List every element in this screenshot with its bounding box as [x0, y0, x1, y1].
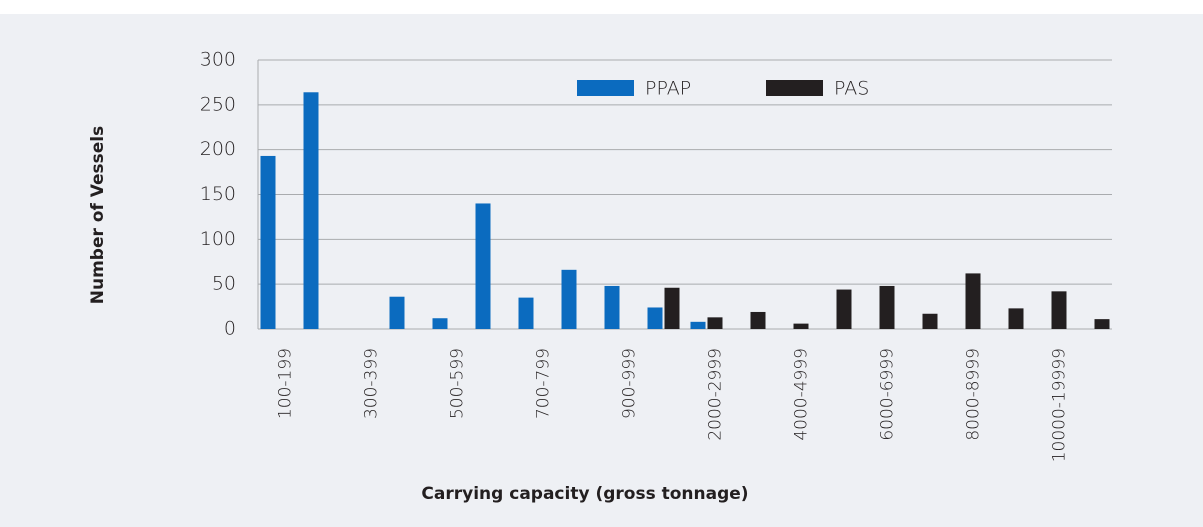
x-tick-label: 900-999 [620, 348, 640, 419]
bar [604, 285, 620, 329]
y-tick-label: 250 [200, 93, 236, 115]
legend-swatch [577, 80, 634, 96]
y-tick-label: 50 [212, 273, 236, 295]
x-tick-label: 300-399 [362, 348, 382, 419]
bar [1008, 308, 1024, 329]
x-tick-label: 500-599 [448, 348, 468, 419]
bar [561, 269, 577, 329]
chart-background [0, 14, 1203, 527]
x-tick-label: 2000-2999 [706, 348, 726, 441]
bar [965, 273, 981, 329]
bar [836, 289, 852, 329]
y-tick-label: 300 [200, 49, 236, 71]
y-axis-title: Number of Vessels [88, 126, 108, 305]
bar [664, 287, 680, 329]
bar [518, 297, 534, 329]
legend-label: PPAP [645, 78, 691, 100]
bar [793, 323, 809, 329]
bar [389, 296, 405, 329]
x-tick-label: 6000-6999 [878, 348, 898, 441]
bar [647, 307, 663, 329]
x-tick-label: 4000-4999 [792, 348, 812, 441]
bar [707, 317, 723, 329]
legend-swatch [766, 80, 823, 96]
bar [879, 285, 895, 329]
x-axis-title: Carrying capacity (gross tonnage) [421, 484, 748, 504]
bar [303, 92, 319, 329]
x-tick-label: 8000-8999 [964, 348, 984, 441]
bar [1094, 319, 1110, 329]
x-tick-label: 10000-19999 [1050, 348, 1070, 462]
bar [260, 155, 276, 329]
bar [750, 311, 766, 329]
y-tick-label: 150 [200, 183, 236, 205]
bar [690, 321, 706, 329]
legend-label: PAS [834, 78, 869, 100]
x-tick-label: 700-799 [534, 348, 554, 419]
bar [475, 203, 491, 329]
y-tick-label: 100 [200, 228, 236, 250]
bar [432, 318, 448, 329]
x-tick-label: 100-199 [276, 348, 296, 419]
y-tick-label: 0 [224, 318, 236, 340]
bar [922, 313, 938, 329]
bar [1051, 291, 1067, 329]
y-tick-label: 200 [200, 138, 236, 160]
